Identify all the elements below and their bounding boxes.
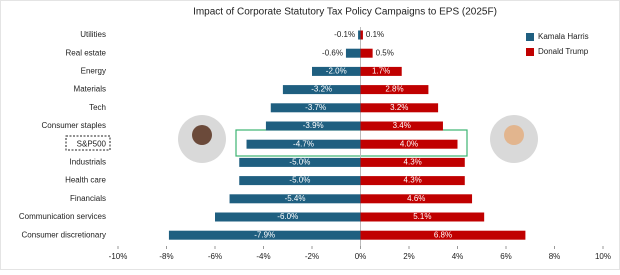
category-label: Materials [74,85,106,94]
value-label: -3.7% [305,103,326,112]
x-tick-label: -4% [256,252,270,261]
value-label: 6.8% [434,230,452,239]
x-tick-label: -2% [305,252,319,261]
legend-swatch [526,48,534,56]
value-label: -5.0% [289,176,310,185]
value-label: 4.3% [404,158,422,167]
value-label: 2.8% [385,85,403,94]
value-label: -7.9% [254,230,275,239]
category-label: Industrials [70,158,106,167]
value-label: 4.6% [407,194,425,203]
value-label: 3.4% [393,121,411,130]
portrait-harris-head [192,125,212,145]
bar [346,49,361,58]
category-label: Financials [70,194,106,203]
value-label: 0.1% [366,30,384,39]
chart-title: Impact of Corporate Statutory Tax Policy… [193,7,497,18]
value-label: -4.7% [293,139,314,148]
category-label: Energy [81,67,106,76]
value-label: -5.0% [289,158,310,167]
value-label: 1.7% [372,67,390,76]
value-label: -3.9% [303,121,324,130]
x-tick-label: -10% [109,252,128,261]
value-label: 3.2% [390,103,408,112]
x-tick-label: 2% [403,252,415,261]
category-label: Communication services [19,212,106,221]
x-tick-label: 4% [452,252,464,261]
value-label: -6.0% [277,212,298,221]
legend-label: Donald Trump [538,47,589,56]
x-tick-label: 8% [549,252,561,261]
x-tick-label: -8% [159,252,173,261]
category-label: Health care [65,176,106,185]
category-label: S&P500 [77,139,107,148]
value-label: 5.1% [413,212,431,221]
category-label: Consumer staples [42,121,106,130]
category-label: Real estate [66,48,107,57]
x-tick-label: 0% [355,252,367,261]
portrait-trump-head [504,125,524,145]
legend-label: Kamala Harris [538,32,589,41]
legend-swatch [526,33,534,41]
value-label: 4.3% [404,176,422,185]
page: {"chart_data": {"type": "diverging-bar",… [0,0,620,270]
value-label: -0.6% [322,48,343,57]
value-label: -2.0% [326,67,347,76]
x-tick-label: 6% [500,252,512,261]
value-label: -5.4% [285,194,306,203]
value-label: -3.2% [311,85,332,94]
chart: Impact of Corporate Statutory Tax Policy… [0,0,620,270]
bar [358,31,360,40]
value-label: -0.1% [334,30,355,39]
x-tick-label: 10% [595,252,611,261]
bar [361,49,373,58]
category-label: Utilities [80,30,106,39]
bar [361,31,363,40]
value-label: 4.0% [400,139,418,148]
x-tick-label: -6% [208,252,222,261]
value-label: 0.5% [376,48,394,57]
category-label: Tech [89,103,106,112]
category-label: Consumer discretionary [22,230,106,239]
